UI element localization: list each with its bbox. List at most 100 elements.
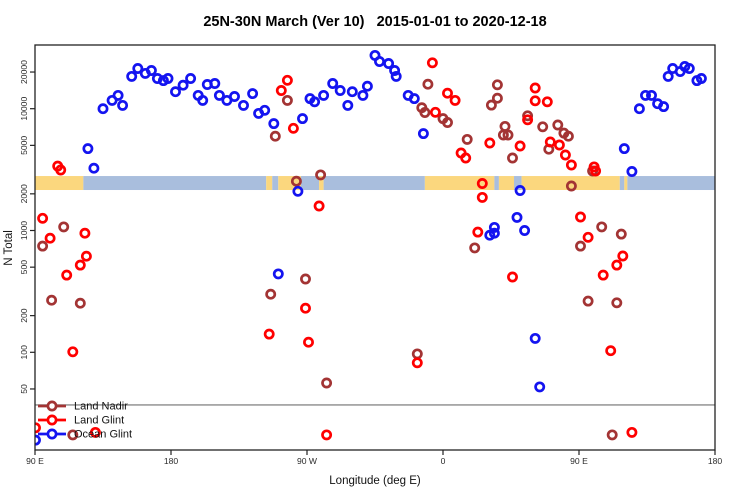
data-point [514,185,526,196]
chart-title: 25N-30N March (Ver 10) 2015-01-01 to 202… [203,14,546,30]
data-point [313,200,325,212]
y-tick-label: 1000 [19,221,29,240]
data-point [626,426,638,438]
data-point [449,94,461,106]
data-point [522,114,534,126]
data-point [151,73,163,84]
band-segment-land [35,176,84,191]
data-point [263,328,275,340]
data-point [346,86,358,98]
data-point [213,89,225,101]
y-tick-label: 10000 [19,97,29,121]
data-point [529,95,541,107]
series-ocean-glint [35,49,707,446]
data-point [145,65,157,76]
legend-item: Land Nadir [38,401,128,413]
data-point [611,297,623,309]
data-point [519,225,531,236]
data-point [442,87,453,99]
data-point [417,128,429,140]
x-axis-label: Longitude (deg E) [329,475,421,487]
band-segment-ocean [494,176,499,191]
data-point [97,103,109,115]
data-point [357,89,369,101]
data-point [321,377,333,389]
data-point [511,211,523,223]
data-point [499,120,511,132]
data-point [617,250,629,262]
x-tick-label: 0 [441,456,446,466]
data-point [292,185,304,197]
data-point [565,180,577,192]
data-point [596,221,608,233]
data-point [268,118,280,130]
data-point [342,99,354,111]
data-point [82,143,94,155]
data-point [361,80,373,92]
y-tick-label: 200 [19,308,29,323]
y-axis-label: N Total [3,230,15,266]
x-tick-label: 180 [708,456,723,466]
data-point [565,159,577,171]
y-tick-label: 5000 [19,136,29,155]
data-point [590,165,602,177]
data-point [374,56,385,67]
data-point [327,78,339,89]
data-point [626,166,638,177]
data-point [611,259,623,271]
data-point [80,250,92,262]
x-tick-label: 90 E [570,456,588,466]
data-point [476,178,488,189]
data-point [618,143,630,155]
data-point [390,70,402,82]
data-point [544,136,556,148]
band-segment-ocean [619,176,625,191]
data-point [318,89,330,101]
data-point [112,89,124,101]
data-point [522,110,534,122]
data-point [491,79,503,91]
data-point [695,73,707,84]
data-point [529,82,541,94]
data-point [300,302,311,314]
data-point [507,271,518,283]
data-point [605,345,617,357]
y-tick-label: 50 [19,384,29,394]
data-point [383,58,395,69]
data-point [575,211,586,223]
data-point [74,297,86,309]
data-point [484,137,496,149]
data-point [58,221,70,233]
y-tick-label: 500 [19,260,29,275]
data-point [541,96,553,108]
data-point [117,99,129,111]
data-point [559,149,571,161]
x-tick-label: 90 E [26,456,44,466]
data-point [646,89,657,101]
legend-item: Ocean Glint [38,429,132,441]
data-point [177,79,189,91]
data-point [281,94,293,106]
data-point [419,107,431,118]
data-point [334,85,346,96]
data-point [287,122,299,134]
data-point [89,426,101,438]
data-point [238,99,249,111]
data-point [67,429,79,441]
data-point [185,73,197,84]
data-point [472,226,484,238]
data-point [597,269,609,281]
data-point [74,259,86,271]
data-point [321,429,333,441]
data-point [484,229,496,241]
data-point [529,332,541,344]
data-point [507,152,518,164]
data-point [37,240,49,252]
data-point [658,101,670,113]
data-point [575,240,586,252]
data-point [44,232,56,244]
x-tick-label: 180 [164,456,179,466]
data-point [265,288,277,300]
